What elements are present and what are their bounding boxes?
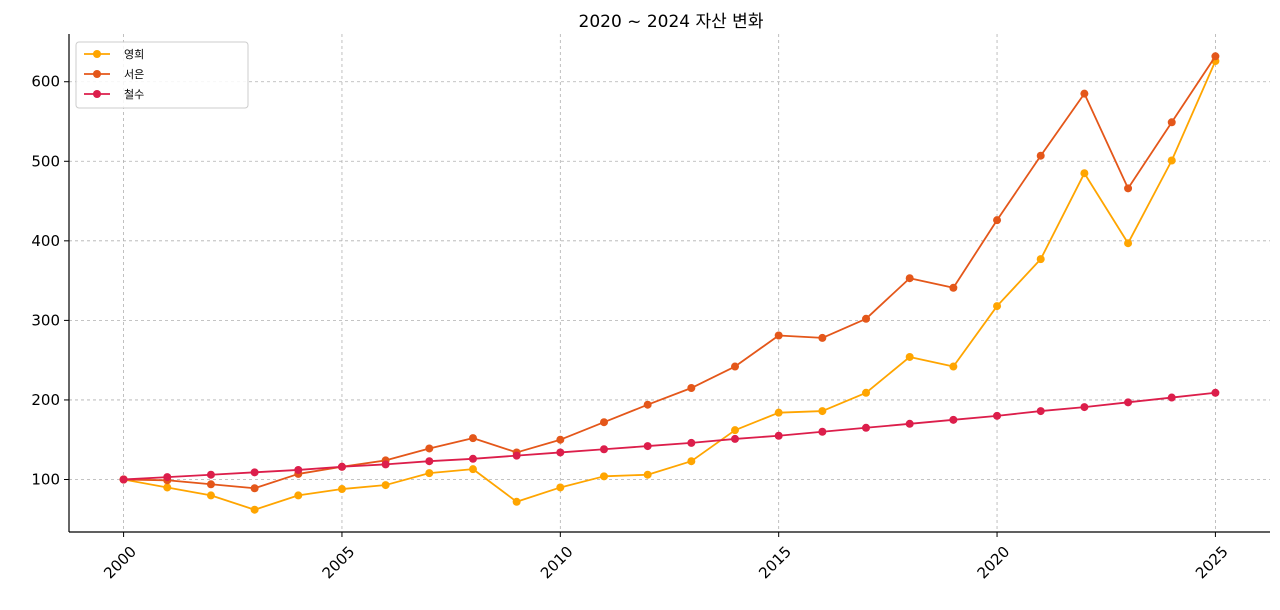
legend-marker [93, 90, 101, 98]
data-point [905, 274, 914, 283]
data-point [468, 454, 477, 463]
legend-label: 서은 [124, 68, 144, 81]
x-tick-label: 2025 [1192, 543, 1232, 583]
data-point [643, 442, 652, 451]
data-point [1036, 151, 1045, 160]
data-point [818, 333, 827, 342]
data-point [163, 483, 172, 492]
legend-box [75, 41, 249, 109]
data-point [599, 418, 608, 427]
data-point [206, 491, 215, 500]
y-tick-label: 100 [31, 470, 60, 488]
data-point [119, 475, 128, 484]
x-tick-label: 2020 [974, 543, 1014, 583]
x-tick-label: 2010 [537, 543, 577, 583]
data-point [206, 480, 215, 489]
legend-label: 영희 [124, 48, 144, 61]
data-point [556, 483, 565, 492]
data-point [818, 407, 827, 416]
y-tick-label: 400 [31, 232, 60, 250]
x-tick-label: 2000 [100, 543, 140, 583]
data-point [294, 491, 303, 500]
data-point [425, 469, 434, 478]
data-point [425, 457, 434, 466]
y-tick-label: 200 [31, 391, 60, 409]
data-point [1167, 118, 1176, 127]
data-point [250, 484, 259, 493]
data-point [731, 426, 740, 435]
legend-marker [93, 70, 101, 78]
data-point [687, 457, 696, 466]
data-point [731, 362, 740, 371]
data-point [512, 497, 521, 506]
data-point [250, 505, 259, 514]
data-point [643, 400, 652, 409]
data-point [512, 451, 521, 460]
y-tick-label: 600 [31, 73, 60, 91]
data-point [294, 465, 303, 474]
x-tick-label: 2015 [755, 543, 795, 583]
data-point [949, 415, 958, 424]
data-point [1124, 239, 1133, 248]
data-point [250, 468, 259, 477]
data-point [687, 384, 696, 393]
data-point [774, 331, 783, 340]
series-line [123, 55, 1217, 490]
data-point [862, 423, 871, 432]
data-point [643, 470, 652, 479]
data-point [206, 470, 215, 479]
y-tick-label: 500 [31, 152, 60, 170]
data-point [1036, 407, 1045, 416]
data-point [993, 216, 1002, 225]
legend-label: 철수 [124, 88, 144, 101]
series-line [123, 60, 1217, 511]
data-point [818, 427, 827, 436]
data-point [905, 352, 914, 361]
data-point [1080, 169, 1089, 178]
data-point [993, 302, 1002, 311]
data-point [337, 462, 346, 471]
data-point [337, 485, 346, 494]
data-point [381, 481, 390, 490]
data-point [731, 434, 740, 443]
data-point [1211, 388, 1220, 397]
data-point [1080, 89, 1089, 98]
data-point [1124, 184, 1133, 193]
data-point [425, 444, 434, 453]
data-point [556, 448, 565, 457]
data-point [1036, 255, 1045, 264]
data-point [599, 472, 608, 481]
data-point [905, 419, 914, 428]
data-point [774, 431, 783, 440]
data-point [993, 411, 1002, 420]
y-tick-label: 300 [31, 311, 60, 329]
data-point [774, 408, 783, 417]
data-point [1167, 156, 1176, 165]
data-point [1080, 403, 1089, 412]
data-point [862, 314, 871, 323]
data-point [949, 362, 958, 371]
series-line [123, 391, 1216, 481]
data-point [1211, 52, 1220, 61]
legend-marker [93, 50, 101, 58]
data-point [599, 445, 608, 454]
data-point [381, 460, 390, 469]
x-tick-label: 2005 [319, 543, 359, 583]
data-point [862, 388, 871, 397]
chart-title: 2020 ~ 2024 자산 변화 [579, 12, 764, 32]
data-point [468, 434, 477, 443]
data-point [1124, 398, 1133, 407]
data-point [468, 465, 477, 474]
data-point [1167, 393, 1176, 402]
data-point [687, 438, 696, 447]
data-point [556, 435, 565, 444]
data-point [949, 283, 958, 292]
data-point [163, 473, 172, 482]
